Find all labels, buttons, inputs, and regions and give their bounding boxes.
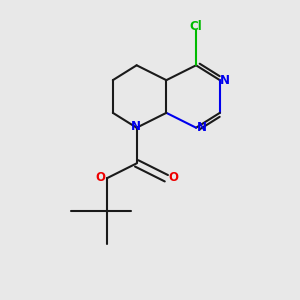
Text: O: O	[95, 171, 105, 184]
Text: N: N	[131, 120, 141, 133]
Text: O: O	[168, 171, 178, 184]
Text: N: N	[220, 74, 230, 87]
Text: N: N	[196, 121, 206, 134]
Text: Cl: Cl	[190, 20, 202, 33]
